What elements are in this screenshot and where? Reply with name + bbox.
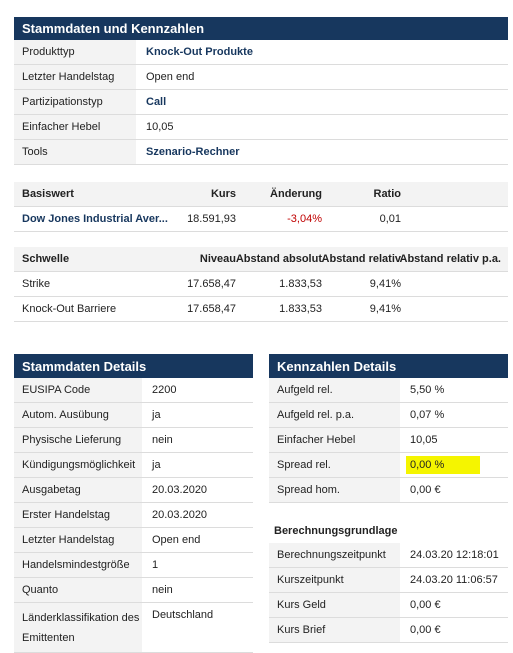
table-cell: 1.833,53: [279, 303, 322, 315]
table-cell: 9,41%: [369, 303, 401, 315]
table-header-row: [14, 182, 508, 207]
row-value: 24.03.20 11:06:57: [400, 568, 508, 593]
row-label: Aufgeld rel. p.a.: [269, 403, 400, 428]
row-label: Einfacher Hebel: [269, 428, 400, 453]
row-value: 5,50 %: [400, 378, 508, 403]
column-header: Ratio: [373, 188, 402, 200]
row-label: Aufgeld rel.: [269, 378, 400, 403]
row-label: Tools: [14, 140, 136, 165]
row-value: 0,00 €: [400, 478, 508, 503]
row-label: Einfacher Hebel: [14, 115, 136, 140]
row-value: Open end: [136, 65, 508, 90]
row-value: nein: [142, 428, 253, 453]
row-value: 20.03.2020: [142, 503, 253, 528]
column-header: Kurs: [210, 188, 236, 200]
row-value: ja: [142, 403, 253, 428]
row-value[interactable]: Szenario-Rechner: [136, 140, 508, 165]
table-header-row: [14, 247, 508, 272]
row-label: Kündigungsmöglichkeit: [14, 453, 142, 478]
row-label: Produkttyp: [14, 40, 136, 65]
row-value: 24.03.20 12:18:01: [400, 543, 508, 568]
row-value: 0,07 %: [400, 403, 508, 428]
section-header: Stammdaten und Kennzahlen: [14, 17, 508, 40]
column-header: Niveau: [199, 253, 236, 265]
row-value: 10,05: [400, 428, 508, 453]
section-header: Stammdaten Details: [14, 354, 253, 378]
row-label: Partizipationstyp: [14, 90, 136, 115]
row-value: 20.03.2020: [142, 478, 253, 503]
row-label: Handelsmindestgröße: [14, 553, 142, 578]
table-cell: 17.658,47: [187, 278, 236, 290]
row-label: EUSIPA Code: [14, 378, 142, 403]
row-value: 0,00 €: [400, 618, 508, 643]
row-value: 0,00 €: [400, 593, 508, 618]
column-header: Basiswert: [22, 188, 74, 200]
row-value: 1: [142, 553, 253, 578]
table-cell: Strike: [22, 278, 51, 290]
row-value: 10,05: [136, 115, 508, 140]
table-row: [14, 272, 508, 297]
table-cell: 9,41%: [369, 278, 401, 290]
row-label: Spread hom.: [269, 478, 400, 503]
column-header: Abstand relativ: [321, 253, 401, 265]
row-value: nein: [142, 578, 253, 603]
column-header: Abstand relativ p.a.: [399, 253, 501, 265]
row-label: Letzter Handelstag: [14, 65, 136, 90]
row-label: Letzter Handelstag: [14, 528, 142, 553]
table-cell[interactable]: Dow Jones Industrial Aver...: [22, 213, 168, 225]
row-label: Physische Lieferung: [14, 428, 142, 453]
section-header: Kennzahlen Details: [269, 354, 508, 378]
table-cell: 0,01: [379, 213, 401, 225]
table-row: [14, 207, 508, 232]
column-header: Änderung: [270, 188, 322, 200]
row-label: Quanto: [14, 578, 142, 603]
highlight: 0,00 %: [406, 456, 481, 474]
row-value: Open end: [142, 528, 253, 553]
row-label: Länderklassifikation des Emittenten: [14, 603, 142, 653]
row-value: ja: [142, 453, 253, 478]
table-cell: 17.658,47: [187, 303, 236, 315]
row-label: Spread rel.: [269, 453, 400, 478]
row-label: Ausgabetag: [14, 478, 142, 503]
section-subtitle: Berechnungsgrundlage: [274, 525, 398, 537]
row-value: Deutschland: [142, 603, 253, 653]
row-value: 0,00 %: [400, 453, 508, 478]
row-label: Erster Handelstag: [14, 503, 142, 528]
column-header: Schwelle: [22, 253, 70, 265]
table-cell: 1.833,53: [279, 278, 322, 290]
row-label: Berechnungszeitpunkt: [269, 543, 400, 568]
table-cell: 18.591,93: [187, 213, 236, 225]
row-value: 2200: [142, 378, 253, 403]
table-row: [14, 297, 508, 322]
row-value[interactable]: Knock-Out Produkte: [136, 40, 508, 65]
row-label: Autom. Ausübung: [14, 403, 142, 428]
table-cell: Knock-Out Barriere: [22, 303, 117, 315]
row-label: Kurszeitpunkt: [269, 568, 400, 593]
row-label: Kurs Brief: [269, 618, 400, 643]
row-value[interactable]: Call: [136, 90, 508, 115]
row-label: Kurs Geld: [269, 593, 400, 618]
column-header: Abstand absolut: [235, 253, 322, 265]
table-cell: -3,04%: [287, 213, 322, 225]
